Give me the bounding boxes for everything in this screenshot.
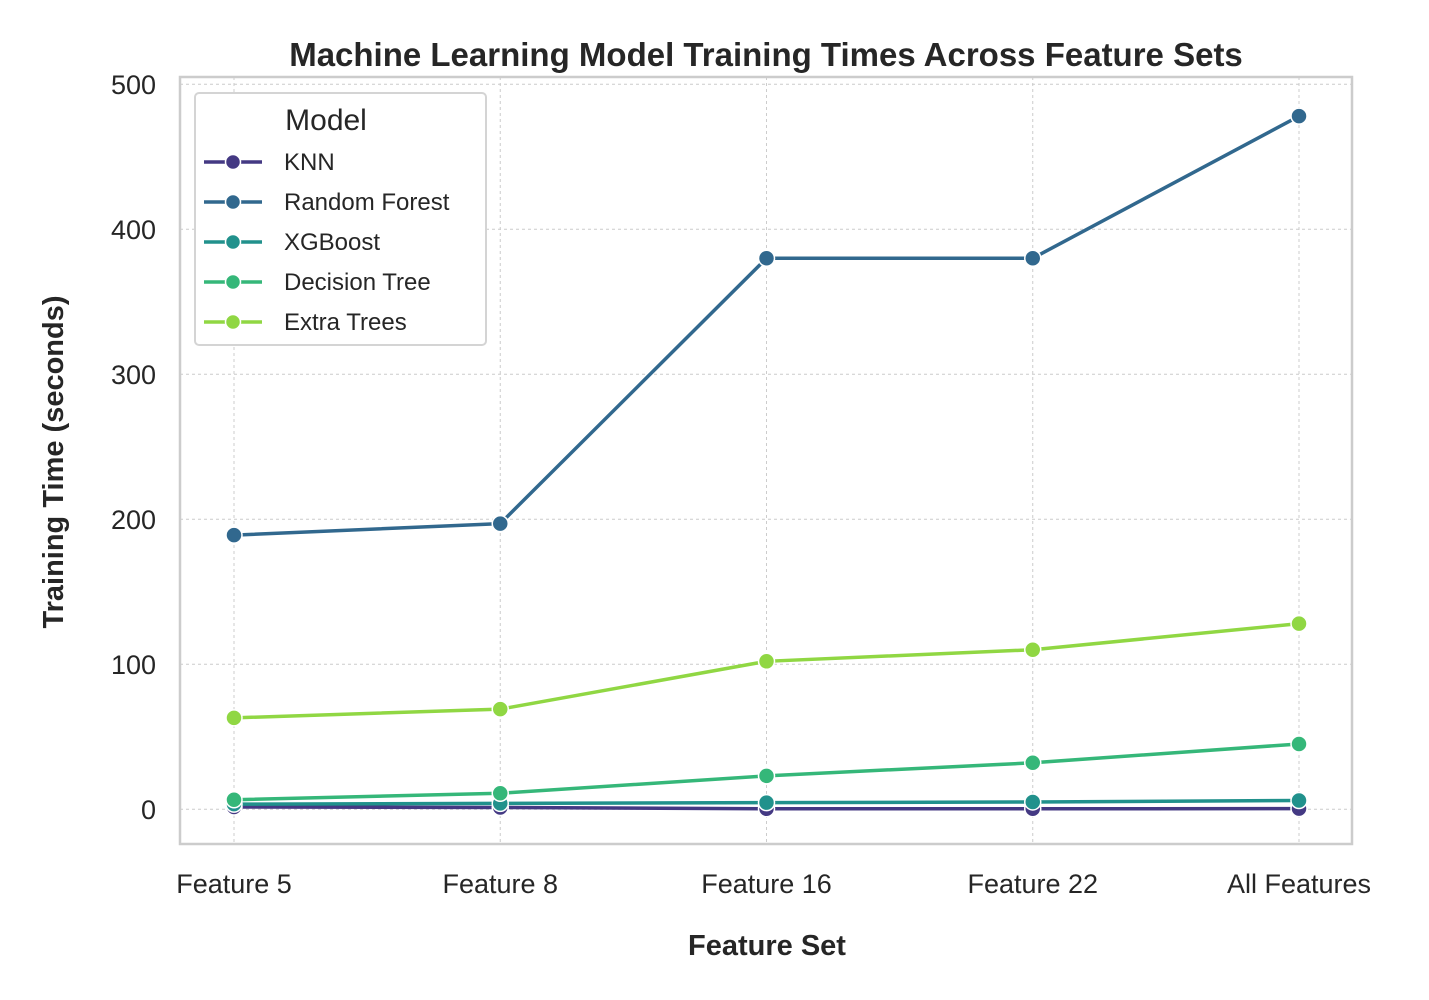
data-point xyxy=(491,514,509,533)
legend-item: KNN xyxy=(204,149,335,176)
data-point xyxy=(1024,249,1042,267)
series-group xyxy=(225,107,1308,818)
legend-marker xyxy=(224,193,242,211)
y-axis-ticks: 0 100 200 300 400 500 xyxy=(111,70,156,825)
data-point xyxy=(1024,754,1042,772)
legend-label: XGBoost xyxy=(284,229,380,256)
series-extra-trees xyxy=(225,614,1308,727)
legend-item: XGBoost xyxy=(204,229,380,256)
data-point xyxy=(1290,791,1308,810)
legend-item: Extra Trees xyxy=(204,309,407,336)
chart-title: Machine Learning Model Training Times Ac… xyxy=(289,36,1243,73)
legend-box xyxy=(194,92,487,346)
x-tick-label: Feature 5 xyxy=(176,869,292,899)
y-tick-label: 300 xyxy=(111,360,156,390)
data-point xyxy=(1290,614,1308,633)
legend-item: Random Forest xyxy=(204,189,450,216)
y-tick-label: 0 xyxy=(141,795,156,825)
series-decision-tree xyxy=(225,735,1308,809)
legend-label: Decision Tree xyxy=(284,269,431,296)
x-tick-label: Feature 22 xyxy=(967,869,1098,899)
y-tick-label: 500 xyxy=(111,70,156,100)
x-axis-label: Feature Set xyxy=(688,930,846,962)
x-tick-label: All Features xyxy=(1227,869,1371,899)
data-point xyxy=(225,791,243,809)
series-xgboost xyxy=(225,791,1308,813)
data-point xyxy=(491,700,509,718)
legend-marker xyxy=(224,313,242,331)
y-tick-label: 200 xyxy=(111,505,156,535)
legend-title: Model xyxy=(285,104,367,137)
series-random-forest xyxy=(225,107,1308,544)
x-axis-ticks: Feature 5 Feature 8 Feature 16 Feature 22 Al… xyxy=(176,869,1371,899)
data-point xyxy=(1290,735,1308,753)
legend-label: Extra Trees xyxy=(284,309,407,336)
legend: Model KNN Random Forest XGBoost Decision Tr… xyxy=(194,92,487,346)
data-point xyxy=(1024,640,1042,659)
data-point xyxy=(1290,107,1308,125)
x-tick-label: Feature 16 xyxy=(701,869,832,899)
data-point xyxy=(757,793,776,812)
legend-label: Random Forest xyxy=(284,189,450,216)
x-tick-label: Feature 8 xyxy=(442,869,558,899)
data-point xyxy=(1024,793,1042,811)
y-tick-label: 400 xyxy=(111,215,156,245)
plot-frame xyxy=(178,75,1354,846)
y-axis-label: Training Time (seconds) xyxy=(38,295,70,628)
legend-marker xyxy=(224,273,242,291)
legend-item: Decision Tree xyxy=(204,269,431,296)
data-point xyxy=(225,526,243,544)
data-point xyxy=(757,767,776,785)
data-point xyxy=(757,249,776,267)
legend-label: KNN xyxy=(284,149,335,176)
data-point xyxy=(225,709,243,727)
legend-marker xyxy=(224,153,242,171)
legend-marker xyxy=(224,233,242,251)
data-point xyxy=(491,784,509,803)
data-point xyxy=(757,652,776,671)
y-tick-label: 100 xyxy=(111,650,156,680)
